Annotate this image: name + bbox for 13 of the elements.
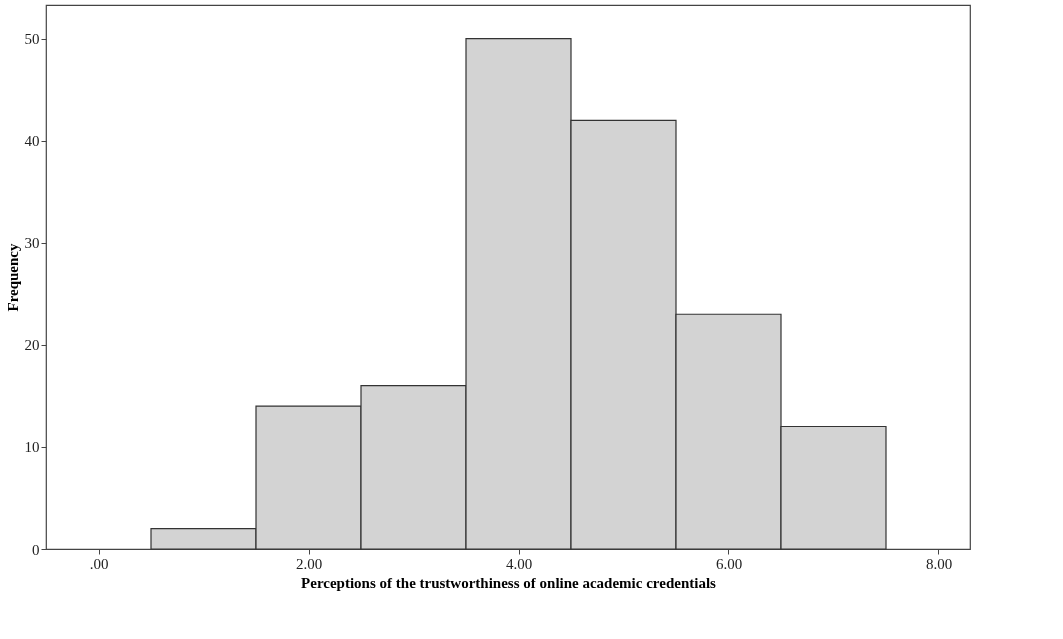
x-axis-title: Perceptions of the trustworthiness of online academic credentials (301, 574, 717, 591)
y-axis-title: Frequency (4, 242, 21, 312)
y-tick-label: 30 (24, 235, 40, 252)
x-tick-label: .00 (89, 555, 109, 572)
y-tick-label: 40 (24, 133, 40, 150)
x-tick-label: 4.00 (505, 555, 533, 572)
x-tick-label: 6.00 (715, 555, 743, 572)
x-tick-label: 2.00 (295, 555, 323, 572)
x-tick-label: 8.00 (925, 555, 953, 572)
y-tick-label: 10 (24, 439, 40, 456)
y-tick-label: 20 (24, 337, 40, 354)
y-tick-label: 50 (24, 31, 40, 48)
y-tick-label: 0 (32, 541, 40, 558)
